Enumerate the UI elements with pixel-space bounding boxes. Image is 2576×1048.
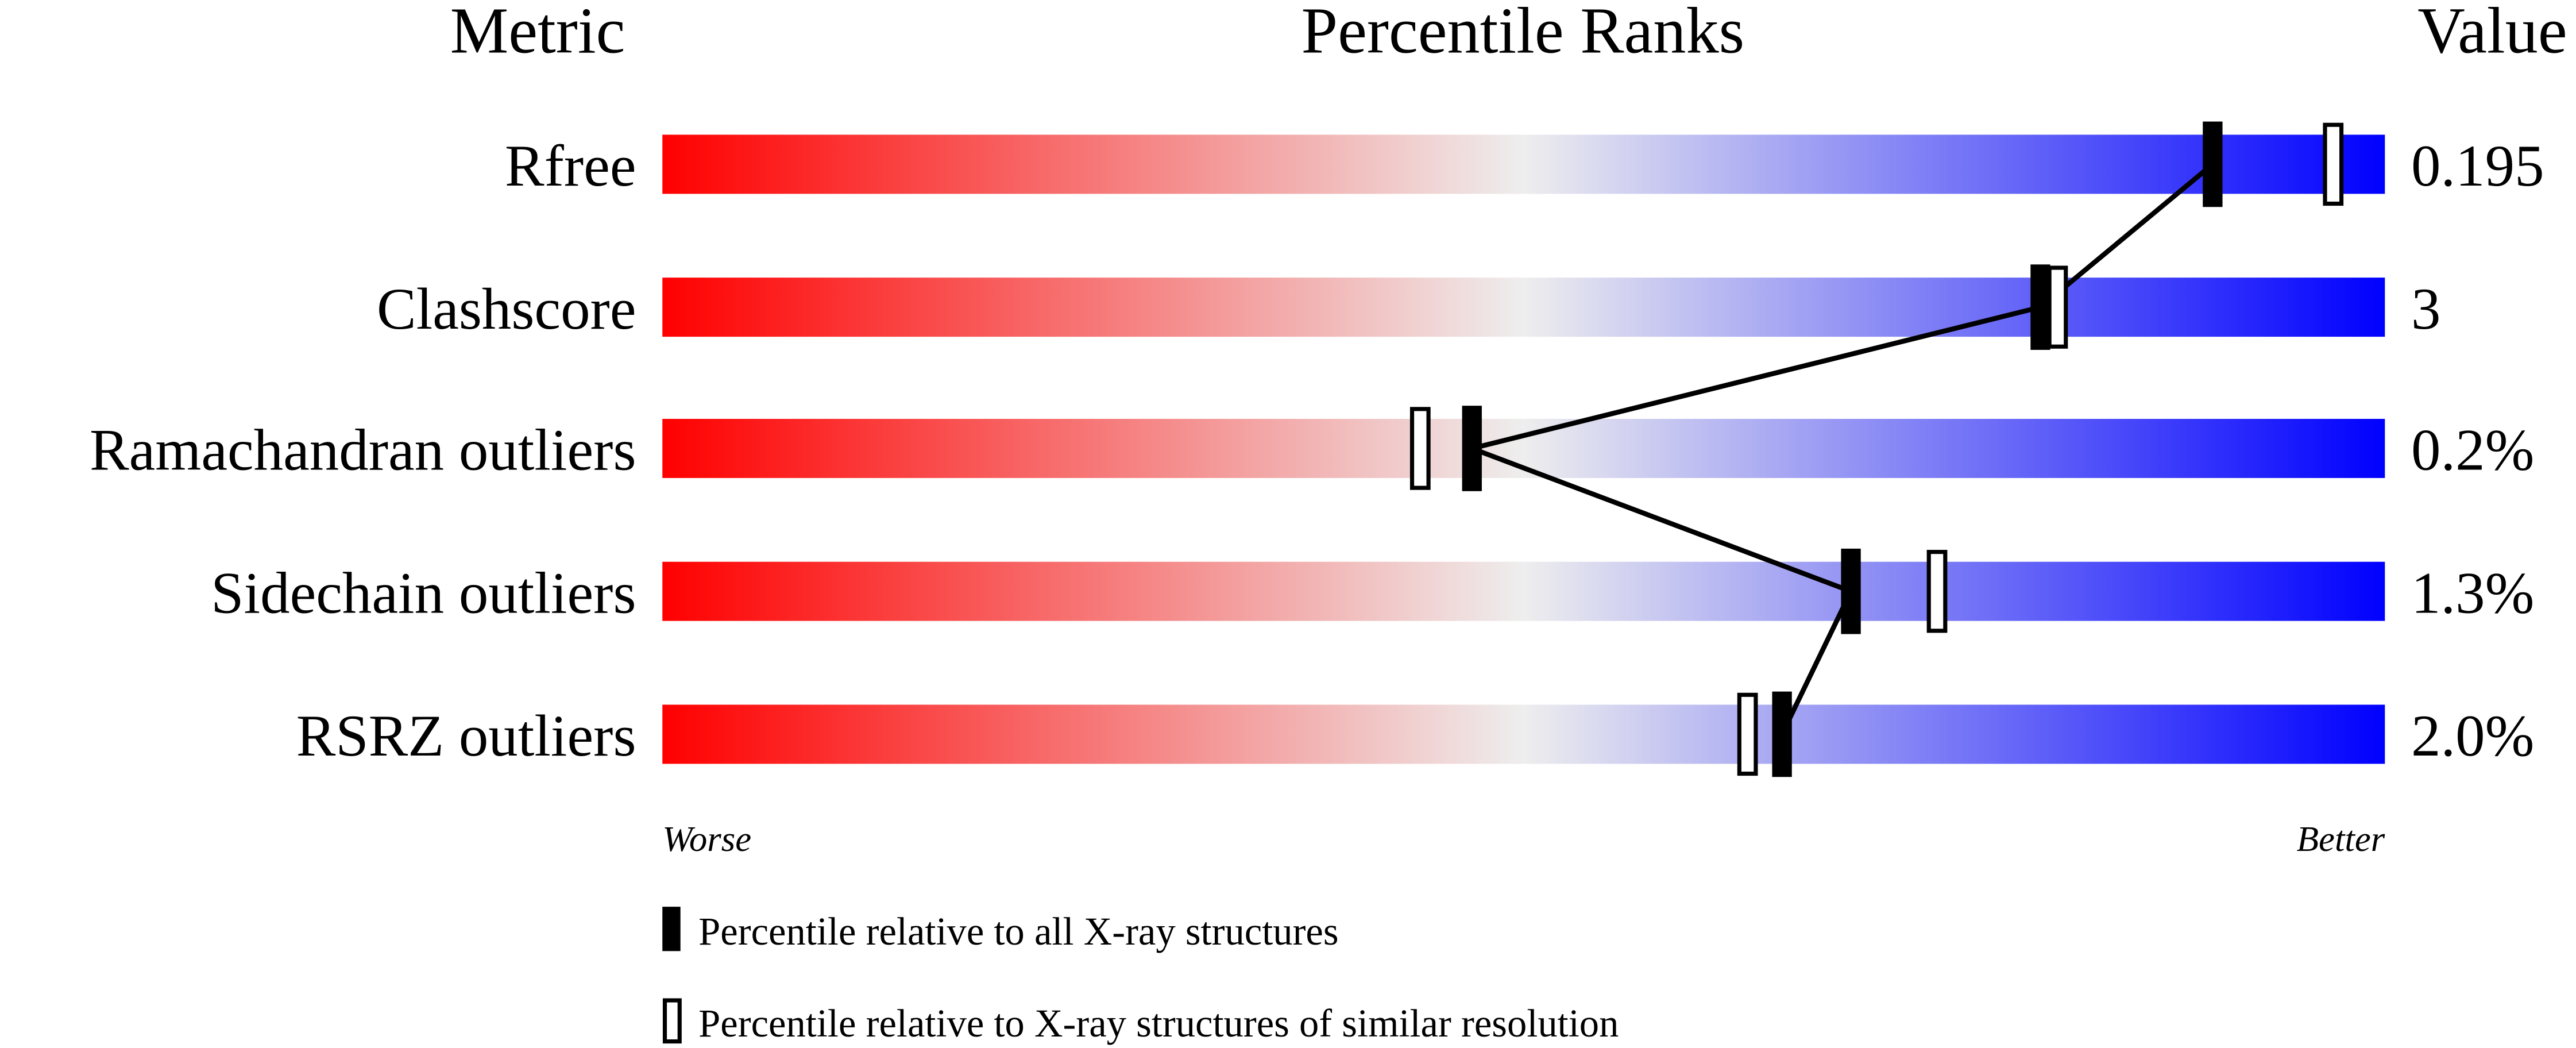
header-value: Value: [2417, 0, 2567, 67]
marker-similar-resolution: [1926, 550, 1948, 633]
metric-label: Clashscore: [377, 276, 636, 342]
metric-label: RSRZ outliers: [296, 703, 636, 769]
percentile-bar: [662, 561, 2385, 621]
header-metric: Metric: [450, 0, 625, 67]
percentile-bar: [662, 704, 2385, 764]
marker-similar-resolution: [1737, 692, 1758, 776]
marker-all-structures: [2203, 121, 2223, 207]
legend-filled-marker: [662, 907, 681, 951]
legend-open-marker: [662, 998, 682, 1044]
header-percentile-ranks: Percentile Ranks: [1301, 0, 1745, 67]
metric-value: 2.0%: [2411, 703, 2534, 769]
percentile-bar: [662, 278, 2385, 337]
marker-similar-resolution: [2323, 122, 2344, 206]
marker-all-structures: [2030, 264, 2050, 350]
percentile-bar: [662, 134, 2385, 194]
metric-value: 0.2%: [2411, 418, 2534, 483]
axis-label-worse: Worse: [662, 819, 751, 859]
metric-value: 1.3%: [2411, 560, 2534, 626]
legend-similar: Percentile relative to X-ray structures …: [698, 1001, 1619, 1045]
marker-similar-resolution: [2047, 265, 2068, 349]
marker-similar-resolution: [1409, 407, 1431, 490]
metric-label: Ramachandran outliers: [90, 418, 636, 483]
marker-all-structures: [1462, 406, 1482, 491]
metric-label: Rfree: [505, 133, 636, 199]
axis-label-better: Better: [2297, 819, 2385, 859]
metric-label: Sidechain outliers: [211, 560, 636, 626]
marker-all-structures: [1841, 548, 1861, 634]
metric-value: 0.195: [2411, 133, 2544, 199]
marker-all-structures: [1772, 691, 1792, 777]
metric-value: 3: [2411, 276, 2440, 342]
legend-all: Percentile relative to all X-ray structu…: [698, 910, 1338, 953]
